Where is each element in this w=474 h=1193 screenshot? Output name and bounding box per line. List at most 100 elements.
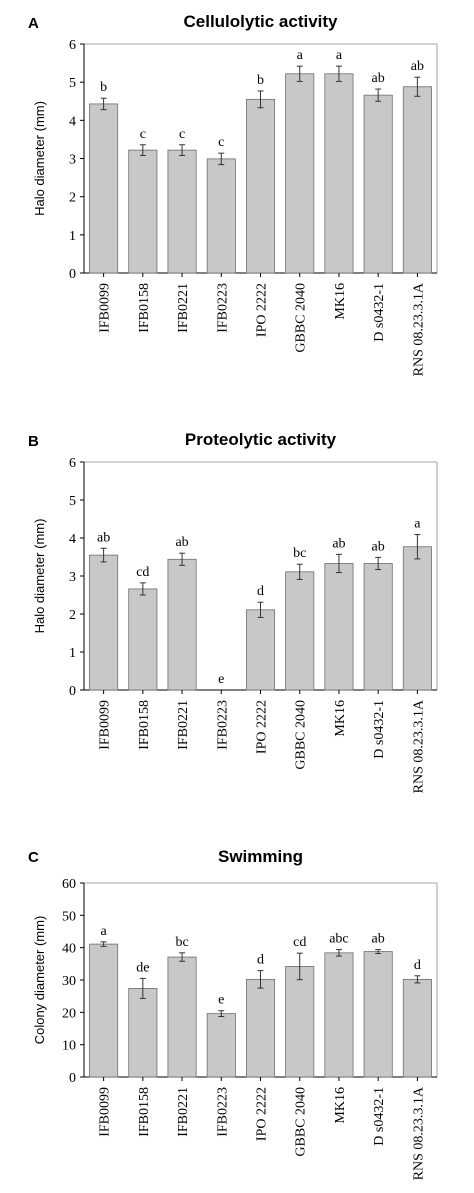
significance-label: a xyxy=(101,924,108,939)
x-tick-label: IFB0158 xyxy=(137,1087,152,1137)
bar xyxy=(324,952,354,1078)
x-tick-label: RNS 08.23.3.1A xyxy=(411,699,426,793)
significance-label: ab xyxy=(332,536,345,551)
panel-c: C Swimming Colony diameter (mm) 0 10 20 30 40 50… xyxy=(28,847,438,1180)
significance-label: de xyxy=(136,960,149,975)
significance-label: d xyxy=(414,958,421,973)
x-tick-label: IFB0099 xyxy=(98,700,113,750)
y-tick-label: 10 xyxy=(62,1039,76,1054)
x-tick-label: IFB0223 xyxy=(215,283,230,333)
bar xyxy=(128,588,158,691)
bar xyxy=(245,978,276,1078)
x-tick-label: RNS 08.23.3.1A xyxy=(411,1086,426,1180)
significance-label: cd xyxy=(293,935,306,950)
panel-letter: C xyxy=(28,849,39,866)
significance-label: ab xyxy=(372,71,385,86)
significance-label: ab xyxy=(411,59,424,74)
y-tick-label: 1 xyxy=(69,229,76,244)
x-tick-label: D s0432-1 xyxy=(372,283,387,342)
significance-label: a xyxy=(297,48,304,63)
bar xyxy=(167,956,197,1078)
x-tick-label: IPO 2222 xyxy=(255,700,270,754)
significance-label: e xyxy=(218,672,224,687)
y-tick-label: 60 xyxy=(62,877,76,892)
y-tick-label: 1 xyxy=(69,646,76,661)
y-tick-label: 4 xyxy=(69,532,76,547)
panel-a: A Cellulolytic activity Halo diameter (mm)… xyxy=(28,12,438,376)
significance-label: a xyxy=(414,517,421,532)
significance-label: bc xyxy=(175,935,188,950)
significance-label: c xyxy=(218,135,224,150)
x-tick-label: IFB0158 xyxy=(137,283,152,333)
y-tick-label: 5 xyxy=(69,494,76,509)
y-tick-label: 50 xyxy=(62,909,76,924)
significance-label: d xyxy=(257,953,264,968)
y-tick-label: 30 xyxy=(62,974,76,989)
bar xyxy=(206,1013,236,1078)
y-axis-label: Colony diameter (mm) xyxy=(32,916,47,1045)
bar xyxy=(363,563,393,691)
significance-label: e xyxy=(218,993,224,1008)
y-tick-label: 5 xyxy=(69,76,76,91)
bar xyxy=(285,73,315,274)
bar xyxy=(324,73,354,274)
bar xyxy=(285,571,315,691)
bar xyxy=(167,149,197,274)
x-tick-label: D s0432-1 xyxy=(372,700,387,759)
x-tick-label: RNS 08.23.3.1A xyxy=(411,282,426,376)
significance-label: d xyxy=(257,584,264,599)
x-tick-label: IFB0221 xyxy=(176,700,191,750)
y-tick-label: 6 xyxy=(69,38,76,53)
significance-label: b xyxy=(100,80,107,95)
bar xyxy=(245,609,276,691)
panel-letter: B xyxy=(28,433,39,450)
x-tick-label: GBBC 2040 xyxy=(294,1087,309,1157)
bar xyxy=(128,988,158,1078)
bar xyxy=(402,86,432,274)
significance-label: cd xyxy=(136,565,149,580)
y-tick-label: 3 xyxy=(69,153,76,168)
x-tick-label: D s0432-1 xyxy=(372,1087,387,1146)
y-tick-label: 40 xyxy=(62,942,76,957)
y-tick-label: 3 xyxy=(69,570,76,585)
panel-b: B Proteolytic activity Halo diameter (mm) 0… xyxy=(28,430,438,793)
chart-title: Cellulolytic activity xyxy=(184,12,339,31)
bar xyxy=(363,951,393,1078)
x-tick-label: IPO 2222 xyxy=(255,1087,270,1141)
significance-label: ab xyxy=(372,539,385,554)
bar xyxy=(89,103,119,274)
significance-label: a xyxy=(336,48,343,63)
y-tick-label: 0 xyxy=(69,267,76,282)
significance-label: c xyxy=(179,127,185,142)
bar xyxy=(128,149,158,274)
bar xyxy=(285,966,315,1078)
y-axis-label: Halo diameter (mm) xyxy=(32,101,47,216)
x-tick-label: MK16 xyxy=(333,700,348,737)
y-tick-label: 0 xyxy=(69,1071,76,1086)
x-tick-label: IPO 2222 xyxy=(255,283,270,337)
x-tick-label: MK16 xyxy=(333,1087,348,1124)
x-tick-label: IFB0223 xyxy=(215,700,230,750)
y-tick-label: 6 xyxy=(69,456,76,471)
bar xyxy=(245,98,276,274)
x-tick-label: IFB0223 xyxy=(215,1087,230,1137)
bar xyxy=(402,978,432,1078)
y-tick-label: 2 xyxy=(69,191,76,206)
y-tick-label: 4 xyxy=(69,114,76,129)
y-tick-label: 0 xyxy=(69,684,76,699)
bar xyxy=(206,158,236,274)
bar xyxy=(402,546,432,691)
bar xyxy=(89,554,119,691)
x-tick-label: IFB0221 xyxy=(176,1087,191,1137)
x-tick-label: GBBC 2040 xyxy=(294,700,309,770)
significance-label: abc xyxy=(329,932,348,947)
panel-letter: A xyxy=(28,15,39,32)
bar xyxy=(167,558,197,691)
x-tick-label: IFB0099 xyxy=(98,283,113,333)
significance-label: ab xyxy=(175,535,188,550)
bar xyxy=(363,94,393,274)
x-tick-label: MK16 xyxy=(333,283,348,320)
significance-label: ab xyxy=(372,932,385,947)
significance-label: b xyxy=(257,73,264,88)
